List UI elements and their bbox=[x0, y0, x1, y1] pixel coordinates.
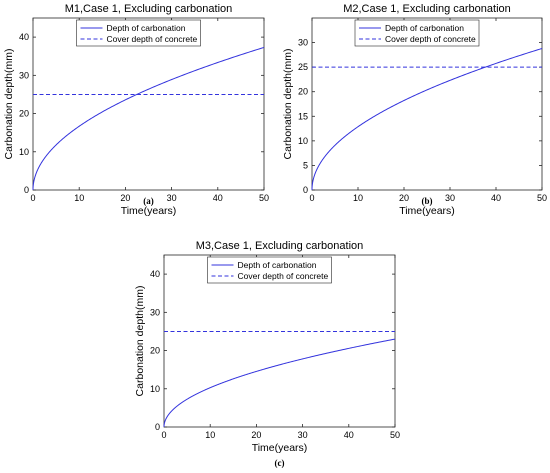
chart-title: M2,Case 1, Excluding carbonation bbox=[343, 3, 511, 15]
y-tick-label: 20 bbox=[150, 346, 160, 356]
x-tick-label: 20 bbox=[399, 193, 409, 203]
x-tick-label: 30 bbox=[445, 193, 455, 203]
series-line-1 bbox=[32, 46, 265, 191]
x-axis-label: Time(years) bbox=[399, 205, 455, 217]
x-tick-label: 50 bbox=[259, 193, 269, 203]
x-tick-label: 50 bbox=[537, 193, 547, 203]
x-axis-label: Time(years) bbox=[252, 442, 308, 454]
y-tick-label: 5 bbox=[303, 160, 308, 170]
x-tick-label: 10 bbox=[205, 430, 215, 440]
y-tick-label: 10 bbox=[150, 384, 160, 394]
legend-label-2: Cover depth of concrete bbox=[107, 34, 198, 44]
series-line-1 bbox=[163, 338, 396, 428]
x-tick-label: 40 bbox=[213, 193, 223, 203]
y-axis-label: Carbonation depth(mm) bbox=[134, 286, 146, 397]
legend-box bbox=[207, 256, 332, 284]
y-axis-label: Carbonation depth(mm) bbox=[3, 49, 15, 160]
series-line-1 bbox=[311, 47, 543, 191]
panel-caption: (a) bbox=[143, 196, 154, 206]
x-tick-label: 10 bbox=[74, 193, 84, 203]
y-tick-label: 30 bbox=[19, 70, 29, 80]
chart-title: M1,Case 1, Excluding carbonation bbox=[65, 3, 233, 15]
chart-title: M3,Case 1, Excluding carbonation bbox=[196, 240, 364, 252]
plot-frame bbox=[32, 17, 265, 191]
y-tick-label: 15 bbox=[298, 111, 308, 121]
x-tick-label: 30 bbox=[298, 430, 308, 440]
legend-label-2: Cover depth of concrete bbox=[385, 34, 476, 44]
legend-label-1: Depth of carbonation bbox=[238, 260, 317, 270]
y-tick-label: 25 bbox=[298, 62, 308, 72]
y-tick-label: 10 bbox=[298, 136, 308, 146]
legend-box bbox=[76, 19, 201, 47]
chart-panel-1: M1,Case 1, Excluding carbonation 0 10 20 30 4… bbox=[3, 3, 269, 217]
legend-label-1: Depth of carbonation bbox=[107, 23, 186, 33]
plot-frame bbox=[163, 254, 396, 428]
y-tick-label: 40 bbox=[19, 32, 29, 42]
plot-frame bbox=[311, 17, 543, 191]
x-tick-label: 10 bbox=[353, 193, 363, 203]
y-tick-label: 10 bbox=[19, 147, 29, 157]
x-axis-label: Time(years) bbox=[121, 205, 177, 217]
y-tick-label: 20 bbox=[298, 87, 308, 97]
y-tick-label: 30 bbox=[298, 38, 308, 48]
x-tick-label: 40 bbox=[344, 430, 354, 440]
legend-label-1: Depth of carbonation bbox=[385, 23, 464, 33]
y-tick-label: 0 bbox=[303, 185, 308, 195]
x-tick-label: 30 bbox=[167, 193, 177, 203]
y-tick-label: 0 bbox=[24, 185, 29, 195]
y-tick-label: 30 bbox=[150, 307, 160, 317]
y-tick-label: 0 bbox=[155, 422, 160, 432]
x-tick-label: 0 bbox=[309, 193, 314, 203]
legend-label-2: Cover depth of concrete bbox=[238, 271, 329, 281]
chart-panel-2: M2,Case 1, Excluding carbonation 0 10 20 30 4… bbox=[282, 3, 547, 217]
x-tick-label: 40 bbox=[491, 193, 501, 203]
panel-caption: (c) bbox=[275, 458, 285, 468]
x-tick-label: 0 bbox=[161, 430, 166, 440]
x-tick-label: 20 bbox=[120, 193, 130, 203]
y-axis-label: Carbonation depth(mm) bbox=[282, 49, 294, 160]
x-tick-label: 20 bbox=[251, 430, 261, 440]
x-tick-label: 0 bbox=[30, 193, 35, 203]
panel-caption: (b) bbox=[422, 196, 433, 206]
legend-box bbox=[354, 19, 480, 47]
x-tick-label: 50 bbox=[390, 430, 400, 440]
y-tick-label: 20 bbox=[19, 109, 29, 119]
y-tick-label: 40 bbox=[150, 269, 160, 279]
chart-panel-3: M3,Case 1, Excluding carbonation 0 10 20 30 4… bbox=[134, 240, 400, 468]
